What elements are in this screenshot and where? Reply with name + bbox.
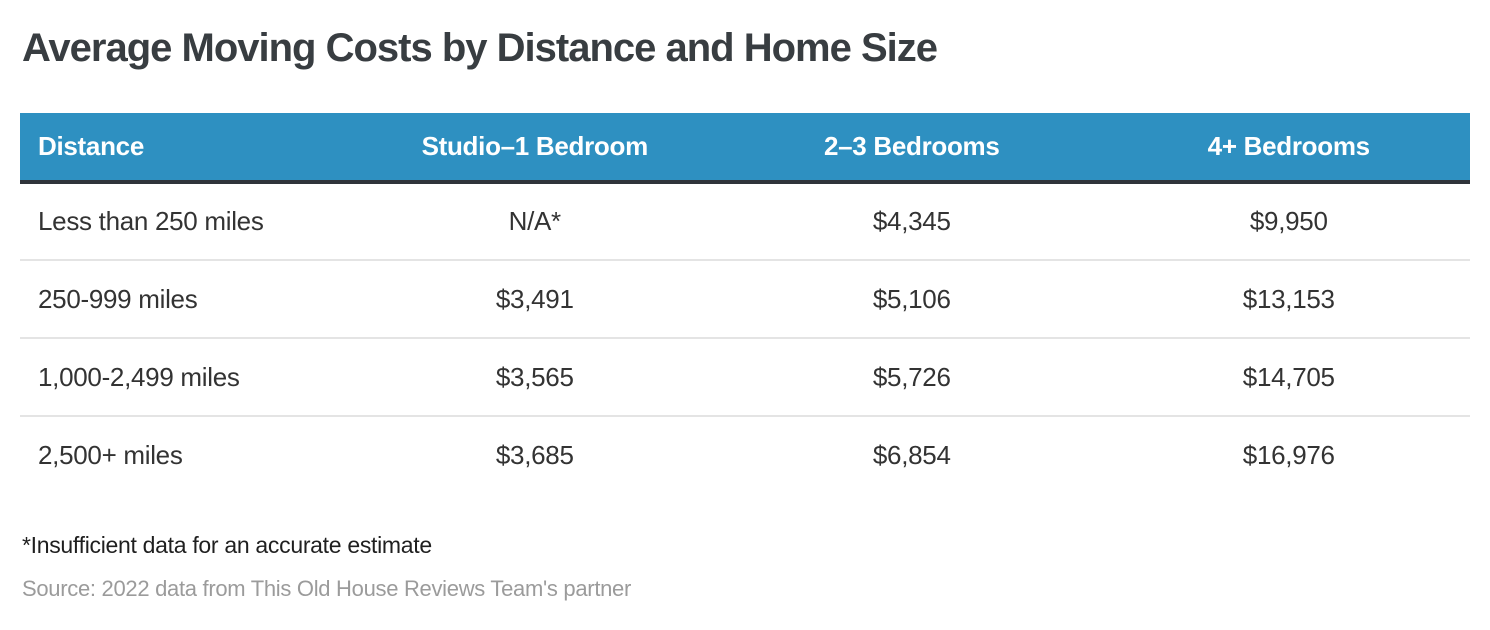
column-header-studio-1-bedroom: Studio–1 Bedroom [353, 113, 716, 184]
cell-2-3-bedrooms: $5,726 [716, 338, 1108, 417]
table-row: 250-999 miles $3,491 $5,106 $13,153 [20, 260, 1470, 339]
cell-studio-1-bedroom: $3,685 [495, 440, 574, 470]
cell-studio-1-bedroom: N/A* [353, 182, 716, 261]
page-title: Average Moving Costs by Distance and Hom… [22, 26, 938, 70]
cell-distance: Less than 250 miles [20, 182, 354, 261]
table-row: 1,000-2,499 miles $3,565 $5,726 $14,705 [20, 338, 1470, 417]
cell-2-3-bedrooms: $5,106 [716, 260, 1108, 339]
cell-distance: 2,500+ miles [38, 440, 183, 470]
moving-costs-table: Distance Studio–1 Bedroom 2–3 Bedrooms 4… [20, 113, 1470, 494]
column-header-distance: Distance [20, 113, 354, 184]
cell-4plus-bedrooms: $9,950 [1107, 182, 1470, 261]
footnote-insufficient-data: *Insufficient data for an accurate estim… [22, 532, 432, 558]
cell-distance: 1,000-2,499 miles [20, 338, 354, 417]
cell-4plus-bedrooms: $13,153 [1107, 260, 1470, 339]
column-header-4plus-bedrooms: 4+ Bedrooms [1107, 113, 1470, 184]
table-row: 2,500+ miles $3,685 $6,854 $16,976 [20, 416, 1470, 494]
cell-2-3-bedrooms: $6,854 [872, 440, 951, 470]
cell-studio-1-bedroom: $3,565 [353, 338, 716, 417]
table-row: Less than 250 miles N/A* $4,345 $9,950 [20, 182, 1470, 261]
cell-distance: 250-999 miles [20, 260, 354, 339]
cell-4plus-bedrooms: $14,705 [1107, 338, 1470, 417]
cell-studio-1-bedroom: $3,491 [353, 260, 716, 339]
cell-4plus-bedrooms: $16,976 [1242, 440, 1335, 470]
table-header-row: Distance Studio–1 Bedroom 2–3 Bedrooms 4… [20, 113, 1470, 184]
cell-2-3-bedrooms: $4,345 [716, 182, 1108, 261]
column-header-2-3-bedrooms: 2–3 Bedrooms [716, 113, 1108, 184]
source-attribution: Source: 2022 data from This Old House Re… [22, 576, 632, 601]
